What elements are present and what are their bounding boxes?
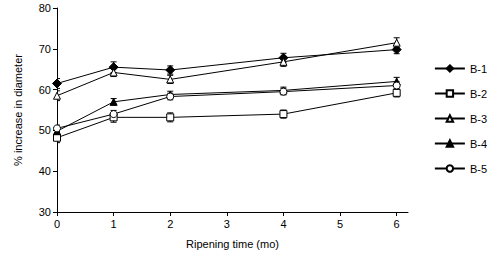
svg-text:1: 1 [111,218,117,230]
svg-text:50: 50 [39,124,51,136]
svg-text:4: 4 [280,218,286,230]
svg-text:B-3: B-3 [470,113,487,125]
svg-text:B-4: B-4 [470,138,487,150]
svg-text:60: 60 [39,84,51,96]
svg-text:70: 70 [39,43,51,55]
svg-text:B-1: B-1 [470,63,487,75]
svg-text:3: 3 [224,218,230,230]
svg-text:B-5: B-5 [470,163,487,175]
svg-text:30: 30 [39,206,51,218]
svg-text:6: 6 [394,218,400,230]
svg-text:40: 40 [39,165,51,177]
svg-text:2: 2 [167,218,173,230]
svg-text:Ripening time (mo): Ripening time (mo) [186,238,279,250]
svg-text:5: 5 [337,218,343,230]
svg-text:0: 0 [54,218,60,230]
svg-text:80: 80 [39,2,51,14]
svg-text:B-2: B-2 [470,88,487,100]
svg-text:% increase in diameter: % increase in diameter [12,54,24,166]
